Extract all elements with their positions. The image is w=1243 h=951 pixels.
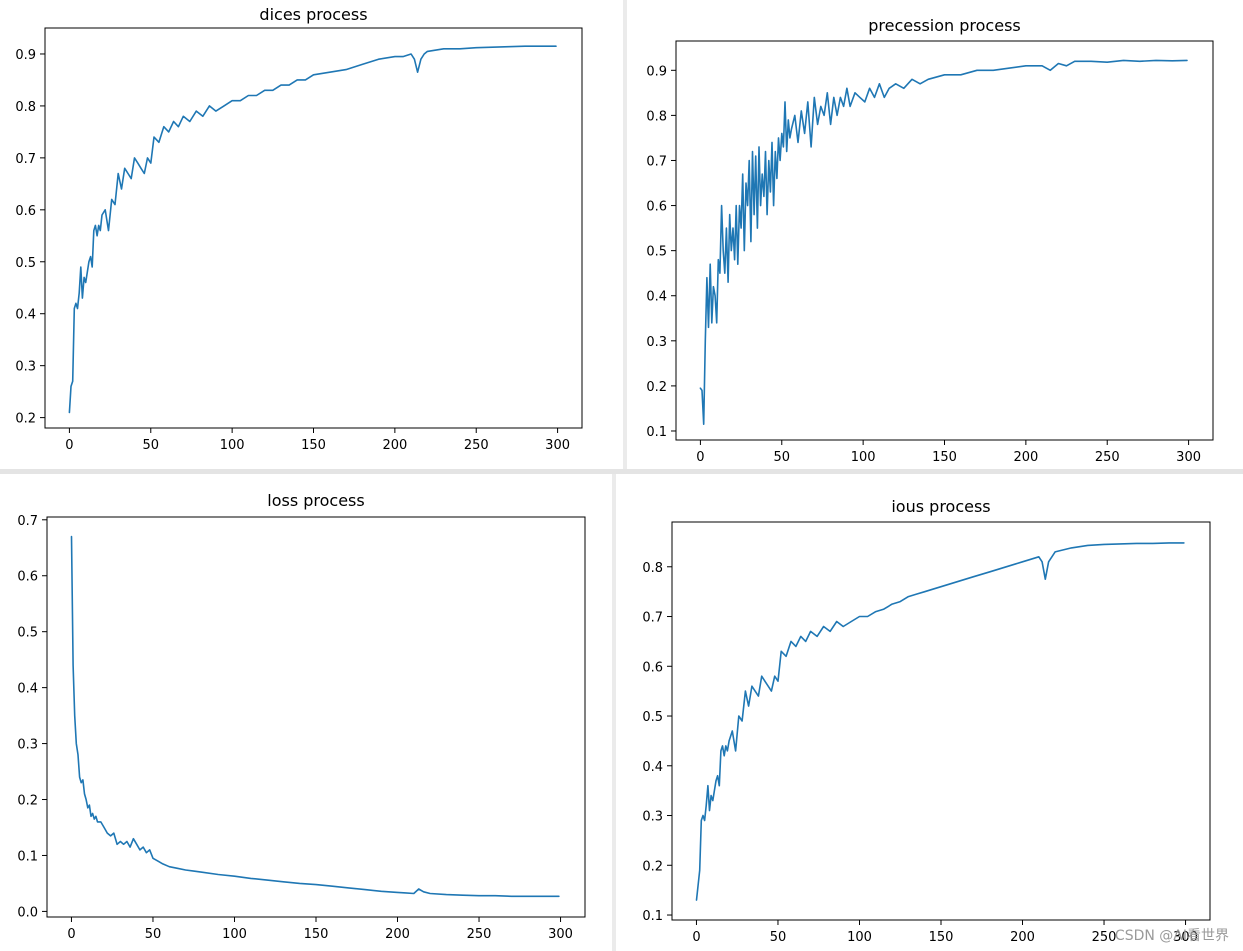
vertical-divider-top [623, 0, 627, 470]
ious-chart: ious process 0 50 100 150 200 250 300 0.1 0.2 0.3 0… [642, 497, 1211, 945]
ious-y-tick-label: 0.8 [642, 561, 663, 576]
loss-x-tick-label: 150 [304, 927, 329, 942]
dices-x-tick-label: 50 [142, 438, 159, 453]
ious-chart-title: ious process [891, 497, 990, 516]
ious-y-tick-label: 0.3 [642, 810, 663, 825]
chart-panel-precession: precession process 0 50 100 150 200 250 300 0.1 0… [627, 0, 1243, 469]
precession-y-tick-label: 0.8 [646, 109, 667, 124]
loss-y-tick-label: 0.3 [17, 738, 38, 753]
precession-x-tick-label: 200 [1013, 450, 1038, 465]
precession-x-tick-label: 250 [1095, 450, 1120, 465]
dices-y-tick-label: 0.7 [15, 152, 36, 167]
precession-x-tick-label: 150 [932, 450, 957, 465]
vertical-divider-bottom [612, 474, 616, 951]
loss-x-tick-label: 100 [222, 927, 247, 942]
dices-chart: dices process 0 50 100 150 200 250 300 0.2 0.3 0.4… [15, 5, 583, 453]
loss-y-tick-label: 0.2 [17, 794, 38, 809]
dices-x-tick-label: 0 [65, 438, 73, 453]
precession-x-tick-label: 0 [696, 450, 704, 465]
dices-x-tick-label: 300 [545, 438, 570, 453]
ious-x-tick-label: 250 [1092, 930, 1117, 945]
dices-x-tick-label: 200 [382, 438, 407, 453]
ious-x-tick-label: 50 [770, 930, 787, 945]
dices-y-tick-label: 0.8 [15, 100, 36, 115]
ious-x-tick-label: 150 [929, 930, 954, 945]
precession-y-tick-label: 0.1 [646, 425, 667, 440]
precession-chart-title: precession process [868, 16, 1020, 35]
precession-y-tick-label: 0.6 [646, 200, 667, 215]
ious-series-line [695, 542, 1185, 901]
loss-axes-frame [46, 516, 586, 918]
chart-panel-loss: loss process 0 50 100 150 200 250 300 0.0 0.1 0.2 0… [0, 474, 612, 951]
ious-y-tick-label: 0.6 [642, 660, 663, 675]
precession-y-tick-label: 0.4 [646, 290, 667, 305]
horizontal-divider [0, 469, 1243, 474]
dices-x-tick-label: 100 [220, 438, 245, 453]
dices-x-tick-label: 150 [301, 438, 326, 453]
loss-series-line [70, 535, 560, 898]
loss-x-tick-label: 300 [548, 927, 573, 942]
loss-y-tick-label: 0.0 [17, 905, 38, 920]
ious-x-tick-label: 300 [1173, 930, 1198, 945]
precession-chart: precession process 0 50 100 150 200 250 300 0.1 0… [646, 16, 1214, 465]
loss-x-tick-label: 50 [145, 927, 162, 942]
precession-y-tick-label: 0.9 [646, 64, 667, 79]
precession-y-tick-label: 0.5 [646, 245, 667, 260]
ious-x-tick-label: 0 [692, 930, 700, 945]
dices-series-line [68, 45, 557, 414]
loss-x-tick-label: 200 [385, 927, 410, 942]
precession-series-line [699, 59, 1188, 426]
ious-y-tick-label: 0.7 [642, 611, 663, 626]
precession-x-tick-label: 50 [773, 450, 790, 465]
precession-axes-frame [675, 40, 1214, 441]
precession-y-tick-label: 0.2 [646, 380, 667, 395]
dices-axes-frame [44, 27, 583, 429]
loss-x-tick-label: 250 [467, 927, 492, 942]
loss-chart-title: loss process [267, 491, 364, 510]
ious-y-tick-label: 0.1 [642, 909, 663, 924]
ious-axes-frame [671, 521, 1211, 921]
dices-y-tick-label: 0.4 [15, 308, 36, 323]
dices-x-tick-label: 250 [464, 438, 489, 453]
dices-chart-title: dices process [259, 5, 367, 24]
ious-x-tick-label: 200 [1010, 930, 1035, 945]
loss-y-tick-label: 0.4 [17, 682, 38, 697]
dices-y-tick-label: 0.2 [15, 412, 36, 427]
ious-y-tick-label: 0.4 [642, 760, 663, 775]
chart-panel-ious: ious process 0 50 100 150 200 250 300 0.1 0.2 0.3 0… [616, 474, 1243, 951]
precession-y-tick-label: 0.3 [646, 335, 667, 350]
dices-y-tick-label: 0.3 [15, 360, 36, 375]
dices-y-tick-label: 0.9 [15, 48, 36, 63]
loss-y-tick-label: 0.7 [17, 514, 38, 529]
ious-y-tick-label: 0.5 [642, 710, 663, 725]
chart-panel-dices: dices process 0 50 100 150 200 250 300 0.2 0.3 0.4… [0, 0, 623, 469]
loss-y-tick-label: 0.5 [17, 626, 38, 641]
loss-x-tick-label: 0 [67, 927, 75, 942]
loss-y-tick-label: 0.1 [17, 849, 38, 864]
loss-chart: loss process 0 50 100 150 200 250 300 0.0 0.1 0.2 0… [17, 491, 586, 942]
precession-x-tick-label: 300 [1176, 450, 1201, 465]
loss-y-tick-label: 0.6 [17, 570, 38, 585]
watermark-text: CSDN @AI看世界 [1114, 928, 1229, 944]
ious-x-tick-label: 100 [847, 930, 872, 945]
dices-y-tick-label: 0.6 [15, 204, 36, 219]
precession-y-tick-label: 0.7 [646, 154, 667, 169]
precession-x-tick-label: 100 [851, 450, 876, 465]
ious-y-tick-label: 0.2 [642, 859, 663, 874]
dices-y-tick-label: 0.5 [15, 256, 36, 271]
